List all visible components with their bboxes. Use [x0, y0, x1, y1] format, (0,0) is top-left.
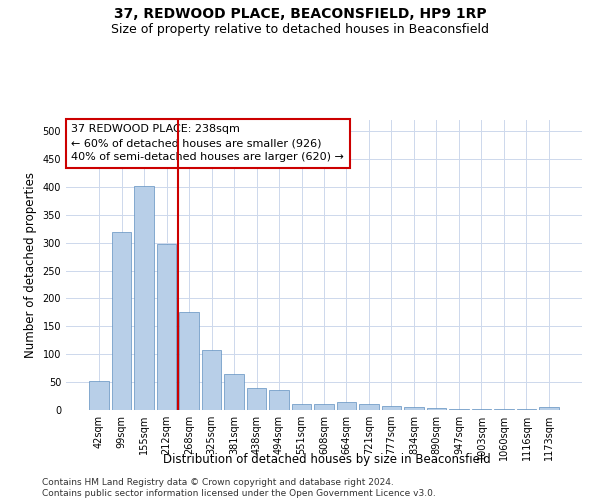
- Bar: [539, 407, 559, 410]
- Bar: [112, 232, 131, 410]
- Bar: [89, 381, 109, 410]
- Bar: [359, 404, 379, 410]
- Bar: [224, 374, 244, 410]
- Text: 37 REDWOOD PLACE: 238sqm
← 60% of detached houses are smaller (926)
40% of semi-: 37 REDWOOD PLACE: 238sqm ← 60% of detach…: [71, 124, 344, 162]
- Bar: [314, 404, 334, 410]
- Bar: [247, 388, 266, 410]
- Bar: [449, 409, 469, 410]
- Text: Size of property relative to detached houses in Beaconsfield: Size of property relative to detached ho…: [111, 22, 489, 36]
- Bar: [269, 390, 289, 410]
- Bar: [427, 408, 446, 410]
- Y-axis label: Number of detached properties: Number of detached properties: [24, 172, 37, 358]
- Text: 37, REDWOOD PLACE, BEACONSFIELD, HP9 1RP: 37, REDWOOD PLACE, BEACONSFIELD, HP9 1RP: [113, 8, 487, 22]
- Text: Distribution of detached houses by size in Beaconsfield: Distribution of detached houses by size …: [163, 452, 491, 466]
- Bar: [337, 402, 356, 410]
- Bar: [292, 404, 311, 410]
- Bar: [157, 244, 176, 410]
- Bar: [382, 406, 401, 410]
- Bar: [404, 407, 424, 410]
- Text: Contains HM Land Registry data © Crown copyright and database right 2024.
Contai: Contains HM Land Registry data © Crown c…: [42, 478, 436, 498]
- Bar: [179, 312, 199, 410]
- Bar: [134, 186, 154, 410]
- Bar: [202, 350, 221, 410]
